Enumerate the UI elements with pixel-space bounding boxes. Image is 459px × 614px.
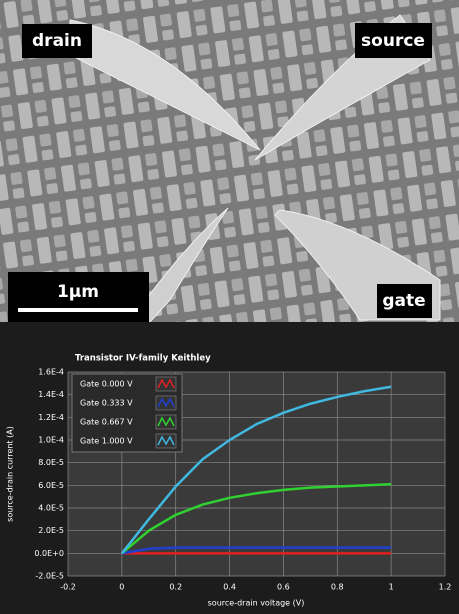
legend-swatch-box [156,396,176,410]
legend-swatch-box [156,434,176,448]
x-tick-label: 0.6 [277,583,290,592]
y-tick-label: 0.0E+0 [34,549,64,558]
source-label: source [361,31,425,51]
y-tick-label: 6.0E-5 [38,481,64,490]
y-tick-label: -2.0E-5 [35,572,64,581]
x-tick-label: 0.2 [169,583,182,592]
y-tick-label: 1.2E-4 [38,413,64,422]
y-tick-label: 4.0E-5 [38,504,64,513]
gate-label: gate [382,291,425,311]
x-tick-label: 0.4 [223,583,236,592]
legend-swatch-box [156,415,176,429]
y-axis-label: source-drain current (A) [6,426,15,522]
legend-label: Gate 0.667 V [80,418,133,427]
y-tick-label: 8.0E-5 [38,458,64,467]
y-tick-label: 1.6E-4 [38,368,64,377]
legend-label: Gate 0.333 V [80,399,133,408]
chart-title: Transistor IV-family Keithley [75,354,211,364]
page: drain source gate 1μm Transistor IV-fami… [0,0,459,614]
y-tick-label: 1.4E-4 [38,390,64,399]
sem-image: drain source gate 1μm [0,0,459,322]
x-tick-label: 1.2 [439,583,452,592]
scale-label: 1μm [57,282,99,302]
legend-label: Gate 1.000 V [80,437,133,446]
x-tick-label: 1 [389,583,394,592]
y-tick-label: 1.0E-4 [38,436,64,445]
legend-label: Gate 0.000 V [80,380,133,389]
y-tick-label: 2.0E-5 [38,526,64,535]
legend-swatch-box [156,377,176,391]
x-tick-label: 0 [119,583,124,592]
x-tick-label: -0.2 [60,583,76,592]
figure: drain source gate 1μm Transistor IV-fami… [0,0,459,614]
drain-label: drain [32,31,82,51]
x-axis-label: source-drain voltage (V) [208,599,305,608]
x-tick-label: 0.8 [331,583,344,592]
